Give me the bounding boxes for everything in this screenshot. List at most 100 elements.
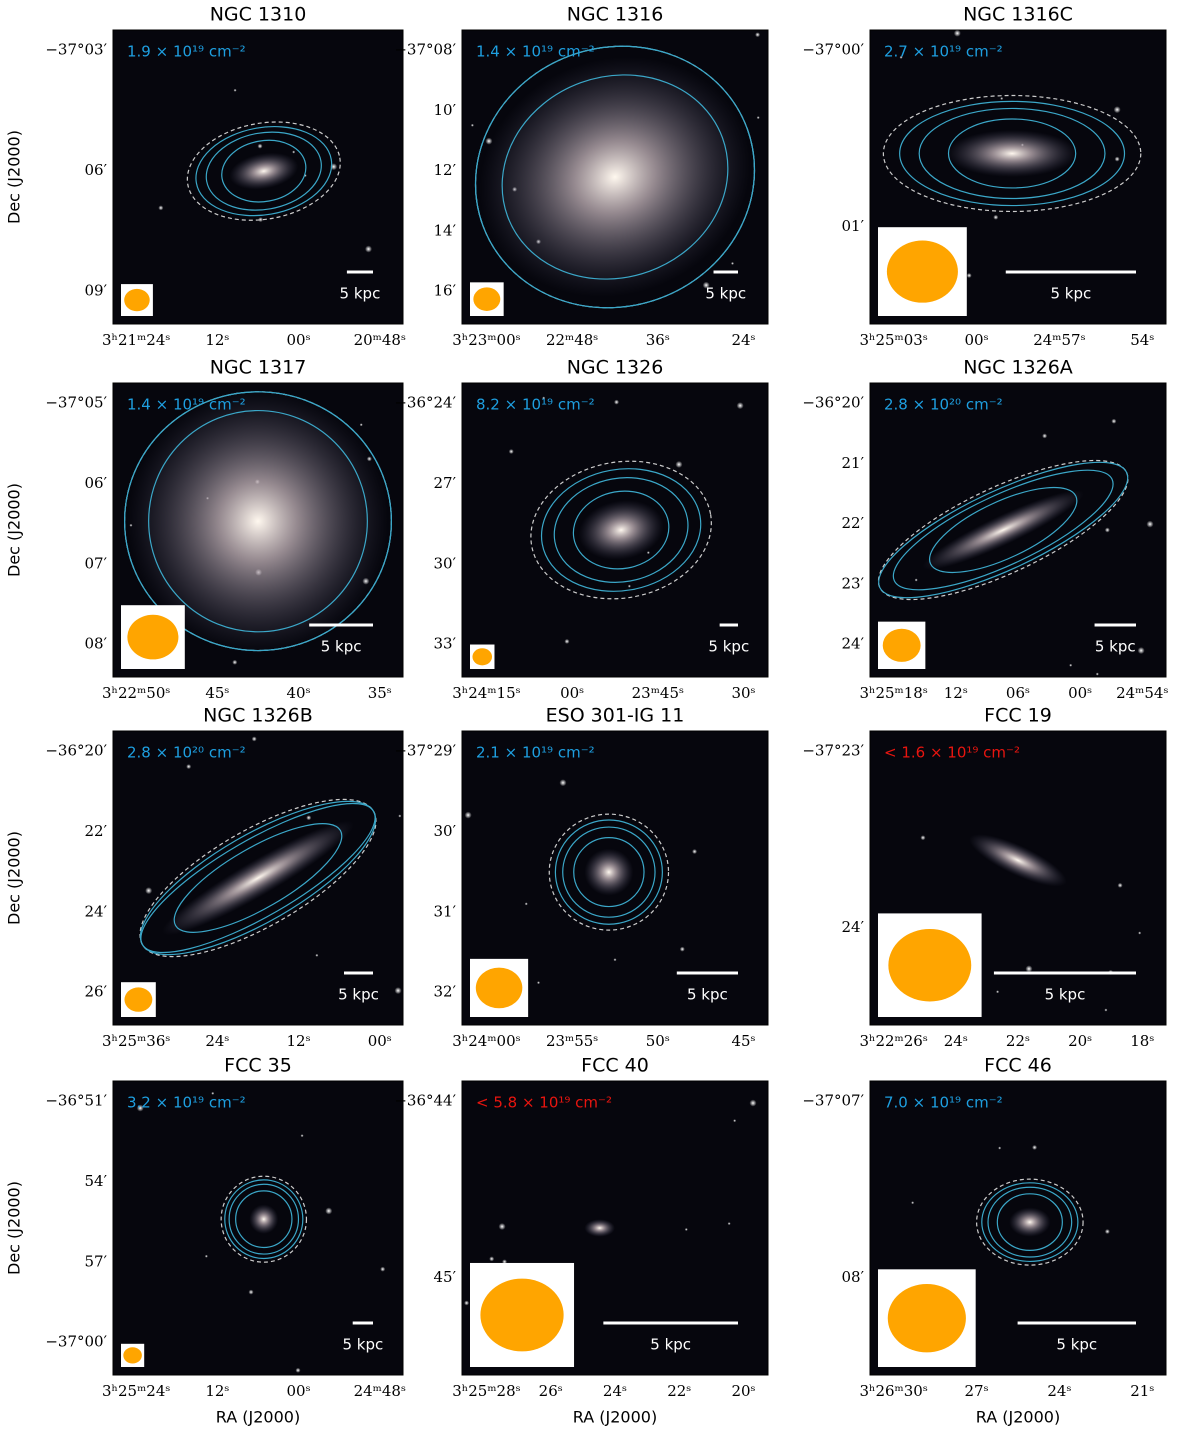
hi-contour [892, 469, 1114, 591]
y-axis-label: Dec (J2000) [5, 1181, 24, 1275]
galaxy [162, 820, 354, 936]
ra-tick-label: 21ˢ [1130, 1382, 1154, 1400]
dec-tick-label: 09′ [85, 282, 108, 300]
star [380, 1266, 386, 1272]
ra-tick-label: 3ʰ26ᵐ30ˢ [859, 1382, 927, 1400]
star [1104, 1229, 1110, 1235]
galaxy [946, 129, 1078, 177]
star [251, 736, 257, 742]
dec-tick-label: −37°29′ [394, 742, 456, 760]
star [920, 835, 926, 841]
hi-contour [186, 121, 341, 221]
x-axis-label: RA (J2000) [976, 1408, 1060, 1427]
scale-bar-label: 5 kpc [705, 285, 746, 303]
beam [123, 1347, 142, 1364]
ra-tick-label: 3ʰ25ᵐ36ˢ [102, 1032, 170, 1050]
dec-tick-label: 54′ [85, 1172, 108, 1190]
star [1104, 1008, 1108, 1012]
scale-bar-label: 5 kpc [687, 986, 728, 1004]
column-density-label: 2.8 × 10²⁰ cm⁻² [884, 396, 1003, 414]
dec-tick-label: 14′ [434, 221, 457, 239]
star [295, 1367, 301, 1373]
ra-tick-label: 24ˢ [731, 331, 755, 349]
ra-tick-label: 00ˢ [287, 331, 311, 349]
star [755, 32, 761, 38]
column-density-label: < 1.6 × 10¹⁹ cm⁻² [884, 744, 1020, 762]
panel: 8.2 × 10¹⁹ cm⁻² 5 kpc NGC 1326 −36°24′ 27′ 30… [394, 357, 769, 702]
panel-title: NGC 1326B [203, 705, 313, 727]
star [145, 887, 153, 895]
star [731, 261, 735, 265]
ra-tick-label: 00ˢ [1068, 684, 1092, 702]
galaxy [249, 1204, 279, 1234]
star [464, 811, 472, 819]
panel: 1.4 × 10¹⁹ cm⁻² 5 kpc NGC 1316 −37°08′ 10′ 12… [394, 4, 769, 349]
hi-contour [572, 490, 670, 570]
hi-contour [947, 118, 1077, 189]
ra-tick-label: 12ˢ [205, 1382, 229, 1400]
dec-tick-label: −37°05′ [45, 394, 107, 412]
panel-title: FCC 46 [984, 1055, 1052, 1077]
panel: 3.2 × 10¹⁹ cm⁻² 5 kpc FCC 35 −36°51′ 54′ 57′ −… [5, 1055, 407, 1427]
star [257, 143, 263, 149]
ra-tick-label: 35ˢ [368, 684, 392, 702]
dec-tick-label: 23′ [842, 574, 865, 592]
ra-tick-label: 3ʰ21ᵐ24ˢ [102, 331, 170, 349]
star [953, 29, 961, 37]
star [394, 987, 402, 995]
panel-title: FCC 40 [581, 1055, 649, 1077]
dec-tick-label: 45′ [434, 1268, 457, 1286]
scale-bar-label: 5 kpc [650, 1336, 691, 1354]
ra-tick-label: 27ˢ [964, 1382, 988, 1400]
hi-contour [148, 409, 368, 633]
galaxy [922, 490, 1084, 570]
panel-title: NGC 1326A [963, 357, 1073, 379]
scale-bar-label: 5 kpc [342, 1336, 383, 1354]
dec-tick-label: 06′ [85, 161, 108, 179]
panel-title: NGC 1316 [567, 4, 664, 26]
hi-contour [205, 131, 322, 211]
galaxy [229, 152, 299, 190]
hi-contour [918, 107, 1106, 200]
star [733, 1119, 737, 1123]
dec-tick-label: 27′ [434, 474, 457, 492]
ra-tick-label: 3ʰ22ᵐ50ˢ [102, 684, 170, 702]
ra-tick-label: 06ˢ [1006, 684, 1030, 702]
star [749, 1099, 757, 1107]
scale-bar-label: 5 kpc [321, 638, 362, 656]
ra-tick-label: 00ˢ [287, 1382, 311, 1400]
star [1113, 106, 1121, 114]
star [1138, 931, 1142, 935]
star [292, 150, 296, 154]
star [911, 1201, 915, 1205]
column-density-label: 1.4 × 10¹⁹ cm⁻² [127, 396, 246, 414]
hi-contour [173, 823, 343, 933]
star [1146, 520, 1154, 528]
ra-tick-label: 00ˢ [368, 1032, 392, 1050]
star [1025, 965, 1033, 973]
star [232, 659, 238, 665]
scale-bar-label: 5 kpc [338, 986, 379, 1004]
ra-tick-label: 24ˢ [603, 1382, 627, 1400]
ra-tick-label: 3ʰ25ᵐ28ˢ [452, 1382, 520, 1400]
ra-tick-label: 3ʰ25ᵐ24ˢ [102, 1382, 170, 1400]
star [398, 814, 402, 818]
ra-tick-label: 24ˢ [205, 1032, 229, 1050]
panel: 1.4 × 10¹⁹ cm⁻² 5 kpc NGC 1317 −37°05′ 06′ 07… [5, 357, 404, 702]
hi-contour [562, 826, 656, 918]
hi-contour [996, 1193, 1063, 1252]
star [1042, 433, 1048, 439]
column-density-label: 2.8 × 10²⁰ cm⁻² [127, 744, 246, 762]
dec-tick-label: −36°24′ [394, 394, 456, 412]
star [1095, 672, 1099, 676]
ra-tick-label: 3ʰ24ᵐ00ˢ [452, 1032, 520, 1050]
column-density-label: 1.9 × 10¹⁹ cm⁻² [127, 43, 246, 61]
scale-bar-label: 5 kpc [1050, 285, 1091, 303]
star [464, 1300, 470, 1306]
galaxy [584, 1219, 615, 1237]
star [679, 946, 685, 952]
x-axis-label: RA (J2000) [573, 1408, 657, 1427]
ra-tick-label: 36ˢ [646, 331, 670, 349]
star [564, 638, 570, 644]
beam [888, 928, 972, 1002]
